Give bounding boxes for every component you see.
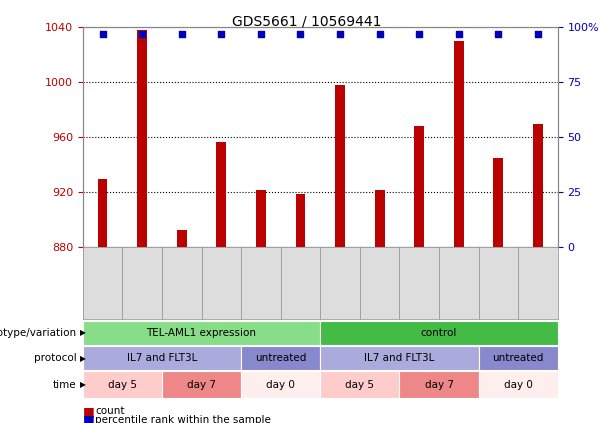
Text: GDS5661 / 10569441: GDS5661 / 10569441: [232, 15, 381, 29]
Text: day 7: day 7: [187, 380, 216, 390]
Text: time: time: [53, 380, 77, 390]
Text: untreated: untreated: [255, 353, 306, 363]
Point: [177, 31, 186, 38]
Text: day 0: day 0: [504, 380, 533, 390]
Text: TEL-AML1 expression: TEL-AML1 expression: [147, 328, 256, 338]
Text: percentile rank within the sample: percentile rank within the sample: [95, 415, 271, 423]
Bar: [241, 371, 321, 398]
Point: [454, 31, 464, 38]
Text: ▶: ▶: [80, 380, 86, 389]
Bar: [414, 126, 424, 247]
Point: [295, 31, 305, 38]
Text: ▶: ▶: [80, 328, 86, 337]
Bar: [335, 85, 345, 247]
Bar: [256, 190, 266, 247]
Text: count: count: [95, 406, 124, 416]
Text: ■: ■: [83, 405, 94, 418]
Bar: [177, 230, 187, 247]
Bar: [321, 371, 400, 398]
Point: [375, 31, 384, 38]
Point: [256, 31, 266, 38]
Bar: [321, 321, 558, 345]
Bar: [83, 321, 321, 345]
Bar: [295, 194, 305, 247]
Point: [414, 31, 424, 38]
Bar: [493, 158, 503, 247]
Bar: [375, 190, 384, 247]
Text: protocol: protocol: [34, 353, 77, 363]
Text: genotype/variation: genotype/variation: [0, 328, 77, 338]
Point: [137, 31, 147, 38]
Text: day 7: day 7: [425, 380, 454, 390]
Text: control: control: [421, 328, 457, 338]
Bar: [454, 41, 464, 247]
Text: ■: ■: [83, 413, 94, 423]
Bar: [400, 371, 479, 398]
Bar: [137, 30, 147, 247]
Bar: [216, 142, 226, 247]
Text: day 5: day 5: [108, 380, 137, 390]
Text: untreated: untreated: [493, 353, 544, 363]
Point: [216, 31, 226, 38]
Text: day 0: day 0: [266, 380, 295, 390]
Text: day 5: day 5: [345, 380, 375, 390]
Bar: [162, 371, 241, 398]
Point: [533, 31, 543, 38]
Point: [97, 31, 107, 38]
Bar: [479, 371, 558, 398]
Bar: [479, 346, 558, 370]
Bar: [83, 346, 241, 370]
Bar: [321, 346, 479, 370]
Point: [335, 31, 345, 38]
Point: [493, 31, 503, 38]
Bar: [83, 371, 162, 398]
Text: IL7 and FLT3L: IL7 and FLT3L: [127, 353, 197, 363]
Text: IL7 and FLT3L: IL7 and FLT3L: [364, 353, 435, 363]
Bar: [533, 124, 543, 247]
Bar: [97, 179, 107, 247]
Bar: [241, 346, 321, 370]
Text: ▶: ▶: [80, 354, 86, 363]
